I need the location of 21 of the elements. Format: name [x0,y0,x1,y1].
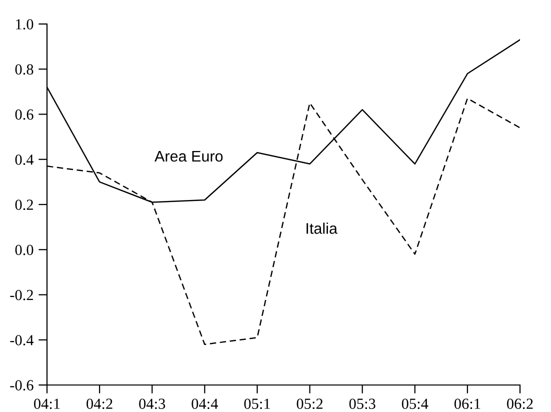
x-tick-label: 05:1 [244,398,270,410]
y-tick-label: 0.2 [15,200,33,210]
y-tick-label: -0.4 [10,335,34,346]
x-tick-label: 04:2 [86,398,112,410]
x-tick-label: 05:4 [402,398,428,410]
x-tick-label: 05:3 [349,398,376,410]
y-tick-label: 0.6 [15,109,34,120]
y-tick-label: 1.0 [16,19,34,30]
y-tick-label: 0.4 [15,154,34,165]
series-label: Italia [306,222,338,234]
y-tick-label: -0.6 [10,380,34,391]
x-tick-label: 04:1 [34,398,60,410]
series-label: Area Euro [154,151,223,162]
x-tick-label: 04:3 [139,398,166,410]
x-tick-label: 06:1 [454,398,480,410]
y-tick-label: -0.2 [10,290,33,300]
x-tick-label: 06:2 [507,398,533,410]
y-tick-label: 0.0 [15,244,34,256]
y-tick-label: 0.8 [15,64,34,75]
x-tick-label: 04:4 [192,398,218,410]
x-tick-label: 05:2 [296,398,323,410]
